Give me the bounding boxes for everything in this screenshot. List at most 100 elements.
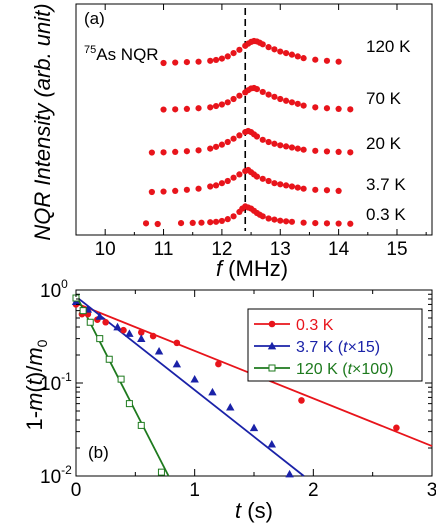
- data-point-triangle: [249, 423, 259, 432]
- x-ticks-a: [104, 4, 427, 235]
- spectrum-70k: [160, 84, 354, 113]
- data-point-square: [86, 318, 94, 326]
- spectrum-point: [183, 105, 190, 112]
- spectrum-point: [236, 46, 243, 53]
- spectrum-point: [282, 97, 290, 104]
- spectrum-point: [277, 142, 284, 149]
- spectrum-point: [282, 182, 290, 189]
- data-point-triangle: [113, 322, 122, 331]
- spectrum-point: [172, 187, 179, 194]
- data-point-square: [105, 355, 113, 363]
- x-tick-label: 2: [308, 480, 319, 501]
- x-tick-label: 0: [71, 480, 82, 501]
- x-tick-label: 1: [189, 480, 200, 501]
- spectrum-point: [212, 218, 220, 225]
- y-tick-exponent: -2: [61, 463, 72, 477]
- data-point-circle: [173, 339, 181, 347]
- spectrum-point: [236, 132, 243, 139]
- temperature-label: 70 K: [366, 89, 402, 108]
- spectrum-point: [142, 220, 150, 227]
- spectrum-point: [236, 171, 243, 178]
- x-axis-label-a: f (MHz): [216, 256, 288, 281]
- spectrum-point: [253, 133, 261, 140]
- spectrum-point: [160, 149, 167, 156]
- data-point-square: [137, 421, 145, 429]
- data-point-circle: [102, 318, 109, 326]
- spectrum-point: [265, 91, 272, 98]
- legend-text: 0.3 K: [296, 317, 334, 334]
- spectrum-point: [207, 57, 214, 64]
- spectrum-point: [288, 218, 296, 225]
- data-point-circle: [120, 326, 127, 334]
- spectrum-point: [312, 220, 319, 227]
- spectrum-point: [230, 174, 237, 181]
- spectrum-point: [294, 145, 301, 152]
- data-point-triangle: [172, 359, 182, 368]
- spectrum-point: [323, 220, 331, 227]
- spectrum-point: [335, 148, 342, 155]
- y-label-part: m: [22, 347, 47, 365]
- spectrum-point: [224, 138, 231, 146]
- x-tick-label: 14: [328, 239, 350, 260]
- data-point-triangle: [208, 387, 217, 396]
- y-tick-exponent: -1: [61, 370, 72, 384]
- spectrum-point: [277, 48, 284, 55]
- spectrum-point: [312, 56, 319, 63]
- data-point-circle: [137, 329, 145, 336]
- data-point-square: [96, 335, 104, 343]
- data-point-triangle: [137, 334, 146, 342]
- x-tick-label: 11: [154, 239, 174, 260]
- spectrum-point: [265, 215, 272, 222]
- data-point-triangle: [154, 346, 164, 355]
- spectrum-point: [207, 183, 214, 190]
- x-tick-labels-a: 10 11 12 13 14 15: [95, 239, 408, 260]
- spectrum-point: [183, 148, 190, 155]
- spectrum-point: [335, 187, 342, 194]
- spectrum-0.3k: [142, 203, 354, 228]
- spectrum-point: [294, 184, 301, 191]
- panel-a-frame: [75, 3, 433, 236]
- x-axis-unit-a: (MHz): [222, 256, 288, 281]
- spectrum-point: [271, 216, 278, 223]
- legend-entry: 120 K (t×100): [254, 361, 393, 378]
- spectrum-point: [347, 220, 354, 227]
- spectrum-point: [253, 86, 261, 93]
- relaxation-points: [71, 294, 400, 478]
- legend-text: 120 K (: [296, 361, 348, 378]
- y-label-part: m: [22, 393, 47, 411]
- legend-label: 3.7 K (t×15): [296, 339, 380, 356]
- spectrum-point: [277, 95, 284, 103]
- spectrum-point: [224, 99, 231, 106]
- legend-box: [247, 308, 423, 382]
- spectrum-point: [312, 104, 319, 111]
- data-point-triangle: [267, 341, 277, 350]
- spectrum-point: [259, 136, 266, 143]
- y-label-part: t: [22, 378, 47, 385]
- legend-entry: 0.3 K: [254, 317, 334, 334]
- spectrum-point: [300, 219, 307, 226]
- y-axis-label-a: NQR Intensity (arb. unit): [30, 3, 55, 240]
- data-point-triangle: [125, 329, 134, 337]
- spectrum-point: [212, 102, 220, 110]
- temperature-label: 20 K: [366, 134, 402, 153]
- spectrum-point: [265, 138, 272, 146]
- spectrum-point: [277, 217, 284, 224]
- spectrum-point: [323, 57, 331, 64]
- spectrum-point: [282, 50, 290, 57]
- spectrum-point: [230, 50, 237, 57]
- spectrum-point: [154, 220, 161, 228]
- data-point-circle: [268, 320, 276, 328]
- y-label-part: (: [22, 385, 47, 393]
- data-point-square: [125, 400, 133, 408]
- x-axis-symbol-a: f: [216, 256, 225, 281]
- spectrum-point: [218, 217, 226, 225]
- spectrum-point: [160, 106, 167, 113]
- spectrum-point: [212, 56, 220, 64]
- legend-entry: 3.7 K (t×15): [254, 339, 380, 356]
- spectrum-point: [300, 185, 307, 192]
- panel-label-b: (b): [88, 443, 109, 462]
- panel-label-a: (a): [84, 9, 105, 28]
- spectrum-point: [259, 88, 266, 96]
- spectrum-point: [294, 53, 301, 60]
- spectrum-point: [265, 177, 272, 185]
